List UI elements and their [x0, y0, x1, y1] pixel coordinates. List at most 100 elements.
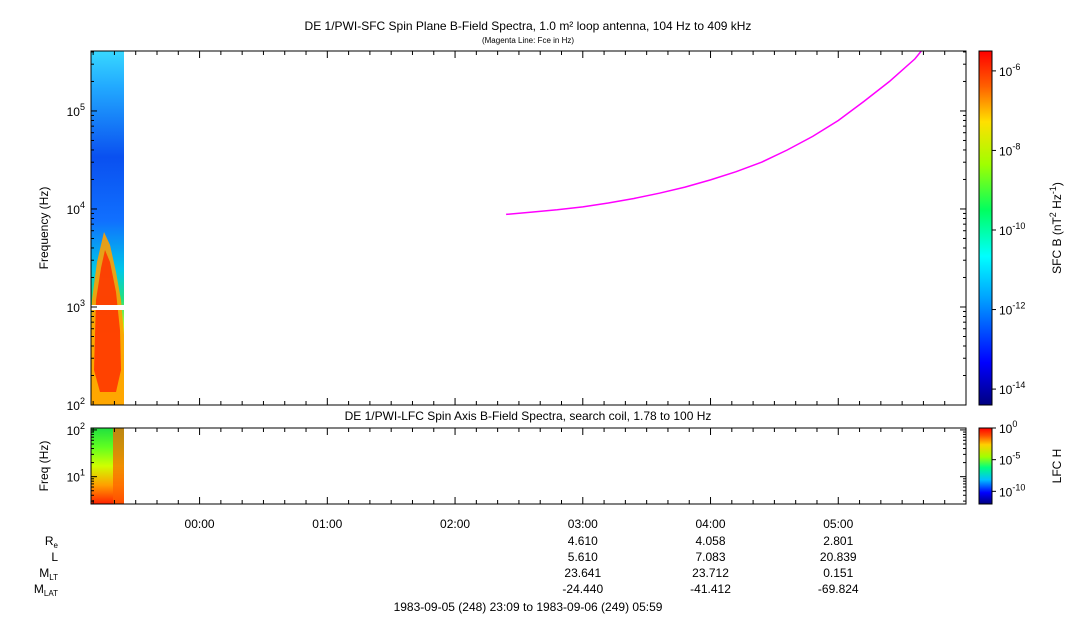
top-colorbar-tick-label-3: 10-12: [999, 301, 1025, 318]
bottom-y-tick-label-1: 102: [67, 421, 85, 438]
ephemeris-value-0-1: 4.058: [696, 534, 726, 548]
top-spectrogram-data: [91, 51, 922, 405]
top-colorbar-tick-label-1: 10-8: [999, 141, 1020, 158]
top-y-tick-label-0-exp: 2: [80, 396, 85, 406]
top-y-tick-label-2-base: 10: [67, 203, 81, 217]
top-colorbar-scale: [978, 50, 993, 406]
bottom-plot-frame: [90, 427, 967, 505]
top-y-axis-label: Frequency (Hz): [37, 187, 51, 270]
bottom-colorbar-tick-label-0: 100: [999, 419, 1017, 436]
top-plot-frame: [90, 50, 967, 406]
ephemeris-value-2-0: 23.641: [564, 566, 601, 580]
bottom-y-tick-label-0: 101: [67, 468, 85, 485]
ephemeris-row-label-sub-3: LAT: [44, 589, 58, 598]
top-spectrogram-gap: [91, 305, 124, 310]
bottom-colorbar-tick-label-2-exp: -10: [1012, 482, 1025, 492]
bottom-colorbar-tick-label-0-exp: 0: [1012, 419, 1017, 429]
top-colorbar-tick-label-4-exp: -14: [1012, 380, 1025, 390]
top-colorbar-tick-label-3-base: 10: [999, 304, 1013, 318]
top-colorbar-tick-label-2-base: 10: [999, 224, 1013, 238]
time-tick-label-4: 04:00: [696, 517, 726, 531]
bottom-colorbar-tick-label-0-base: 10: [999, 422, 1013, 436]
ephemeris-row-label-1: L: [51, 550, 58, 564]
bottom-colorbar-tick-label-1-base: 10: [999, 454, 1013, 468]
ephemeris-row-label-sub-0: e: [54, 541, 59, 550]
ephemeris-value-3-1: -41.412: [690, 582, 731, 596]
bottom-y-axis-label: Freq (Hz): [37, 441, 51, 492]
bottom-plot-area: [91, 428, 966, 504]
top-chart-title: DE 1/PWI-SFC Spin Plane B-Field Spectra,…: [305, 19, 752, 33]
time-tick-label-3: 03:00: [568, 517, 598, 531]
time-axis-labels: 00:00 01:00 02:00 03:00 04:00 05:00: [185, 517, 854, 531]
bottom-colorbar-scale: [978, 427, 993, 505]
ephemeris-value-1-2: 20.839: [820, 550, 857, 564]
top-colorbar-label-prefix: SFC B (nT: [1050, 217, 1064, 274]
ephemeris-row-label-main-3: M: [34, 582, 44, 596]
bottom-colorbar-tick-label-1-exp: -5: [1012, 451, 1020, 461]
top-spectrogram-fce: [506, 51, 922, 216]
bottom-y-tick-label-0-exp: 1: [80, 468, 85, 478]
top-y-tick-label-1: 103: [67, 298, 85, 315]
ephemeris-row-label-main-2: M: [39, 566, 49, 580]
time-tick-label-5: 05:00: [823, 517, 853, 531]
bottom-colorbar-label: LFC H: [1050, 449, 1064, 484]
top-plot-area: [91, 51, 966, 405]
top-colorbar-tick-label-4: 10-14: [999, 380, 1025, 397]
ephemeris-row-label-2: MLT: [39, 566, 58, 582]
top-spectrogram-core: [94, 250, 121, 392]
bottom-chart-title: DE 1/PWI-LFC Spin Axis B-Field Spectra, …: [345, 409, 712, 423]
bottom-y-tick-label-1-exp: 2: [80, 421, 85, 431]
top-y-tick-label-0-base: 10: [67, 399, 81, 413]
top-colorbar-label-sup2: -1: [1048, 186, 1058, 194]
ephemeris-row-label-0: Re: [45, 534, 59, 550]
top-colorbar-tick-label-4-base: 10: [999, 383, 1013, 397]
top-y-tick-label-3-exp: 5: [80, 102, 85, 112]
bottom-colorbar-tick-label-2: 10-10: [999, 482, 1025, 499]
ephemeris-value-0-0: 4.610: [568, 534, 598, 548]
top-colorbar-tick-label-0-base: 10: [999, 65, 1013, 79]
ephemeris-row-label-3: MLAT: [34, 582, 58, 598]
top-colorbar-tick-label-0-exp: -6: [1012, 62, 1020, 72]
bottom-spectrogram-data: [91, 428, 124, 504]
bottom-colorbar-tick-label-2-base: 10: [999, 485, 1013, 499]
top-y-tick-label-2: 104: [67, 200, 85, 217]
ephemeris-value-2-1: 23.712: [692, 566, 729, 580]
top-colorbar-tick-label-3-exp: -12: [1012, 301, 1025, 311]
ephemeris-value-3-0: -24.440: [562, 582, 603, 596]
bottom-colorbar-tick-label-1: 10-5: [999, 451, 1020, 468]
top-colorbar-tick-label-1-exp: -8: [1012, 141, 1020, 151]
top-colorbar-tick-label-1-base: 10: [999, 144, 1013, 158]
ephemeris-row-label-main-1: L: [51, 550, 58, 564]
top-colorbar-label: SFC B (nT2 Hz-1): [1048, 182, 1064, 274]
ephemeris-value-2-2: 0.151: [823, 566, 853, 580]
ephemeris-row-label-sub-2: LT: [49, 573, 58, 582]
date-range: 1983-09-05 (248) 23:09 to 1983-09-06 (24…: [394, 600, 663, 614]
ephemeris-value-3-2: -69.824: [818, 582, 859, 596]
top-chart-subtitle: (Magenta Line: Fce in Hz): [482, 36, 574, 45]
bottom-spectrogram-column: [113, 428, 124, 504]
ephemeris-value-0-2: 2.801: [823, 534, 853, 548]
top-colorbar-tick-label-2-exp: -10: [1012, 221, 1025, 231]
top-colorbar-tick-label-2: 10-10: [999, 221, 1025, 238]
bottom-y-tick-label-0-base: 10: [67, 471, 81, 485]
top-colorbar-tick-label-0: 10-6: [999, 62, 1020, 79]
bottom-x-ticks: [92, 428, 967, 504]
ephemeris-value-1-1: 7.083: [696, 550, 726, 564]
ephemeris-value-1-0: 5.610: [568, 550, 598, 564]
time-tick-label-0: 00:00: [185, 517, 215, 531]
time-tick-label-1: 01:00: [312, 517, 342, 531]
top-colorbar-label-suffix: ): [1050, 182, 1064, 186]
top-colorbar-label-sup1: 2: [1048, 212, 1058, 217]
top-y-tick-label-1-base: 10: [67, 301, 81, 315]
top-y-tick-label-0: 102: [67, 396, 85, 413]
top-colorbar-label-mid: Hz: [1050, 194, 1064, 212]
top-y-tick-label-2-exp: 4: [80, 200, 85, 210]
